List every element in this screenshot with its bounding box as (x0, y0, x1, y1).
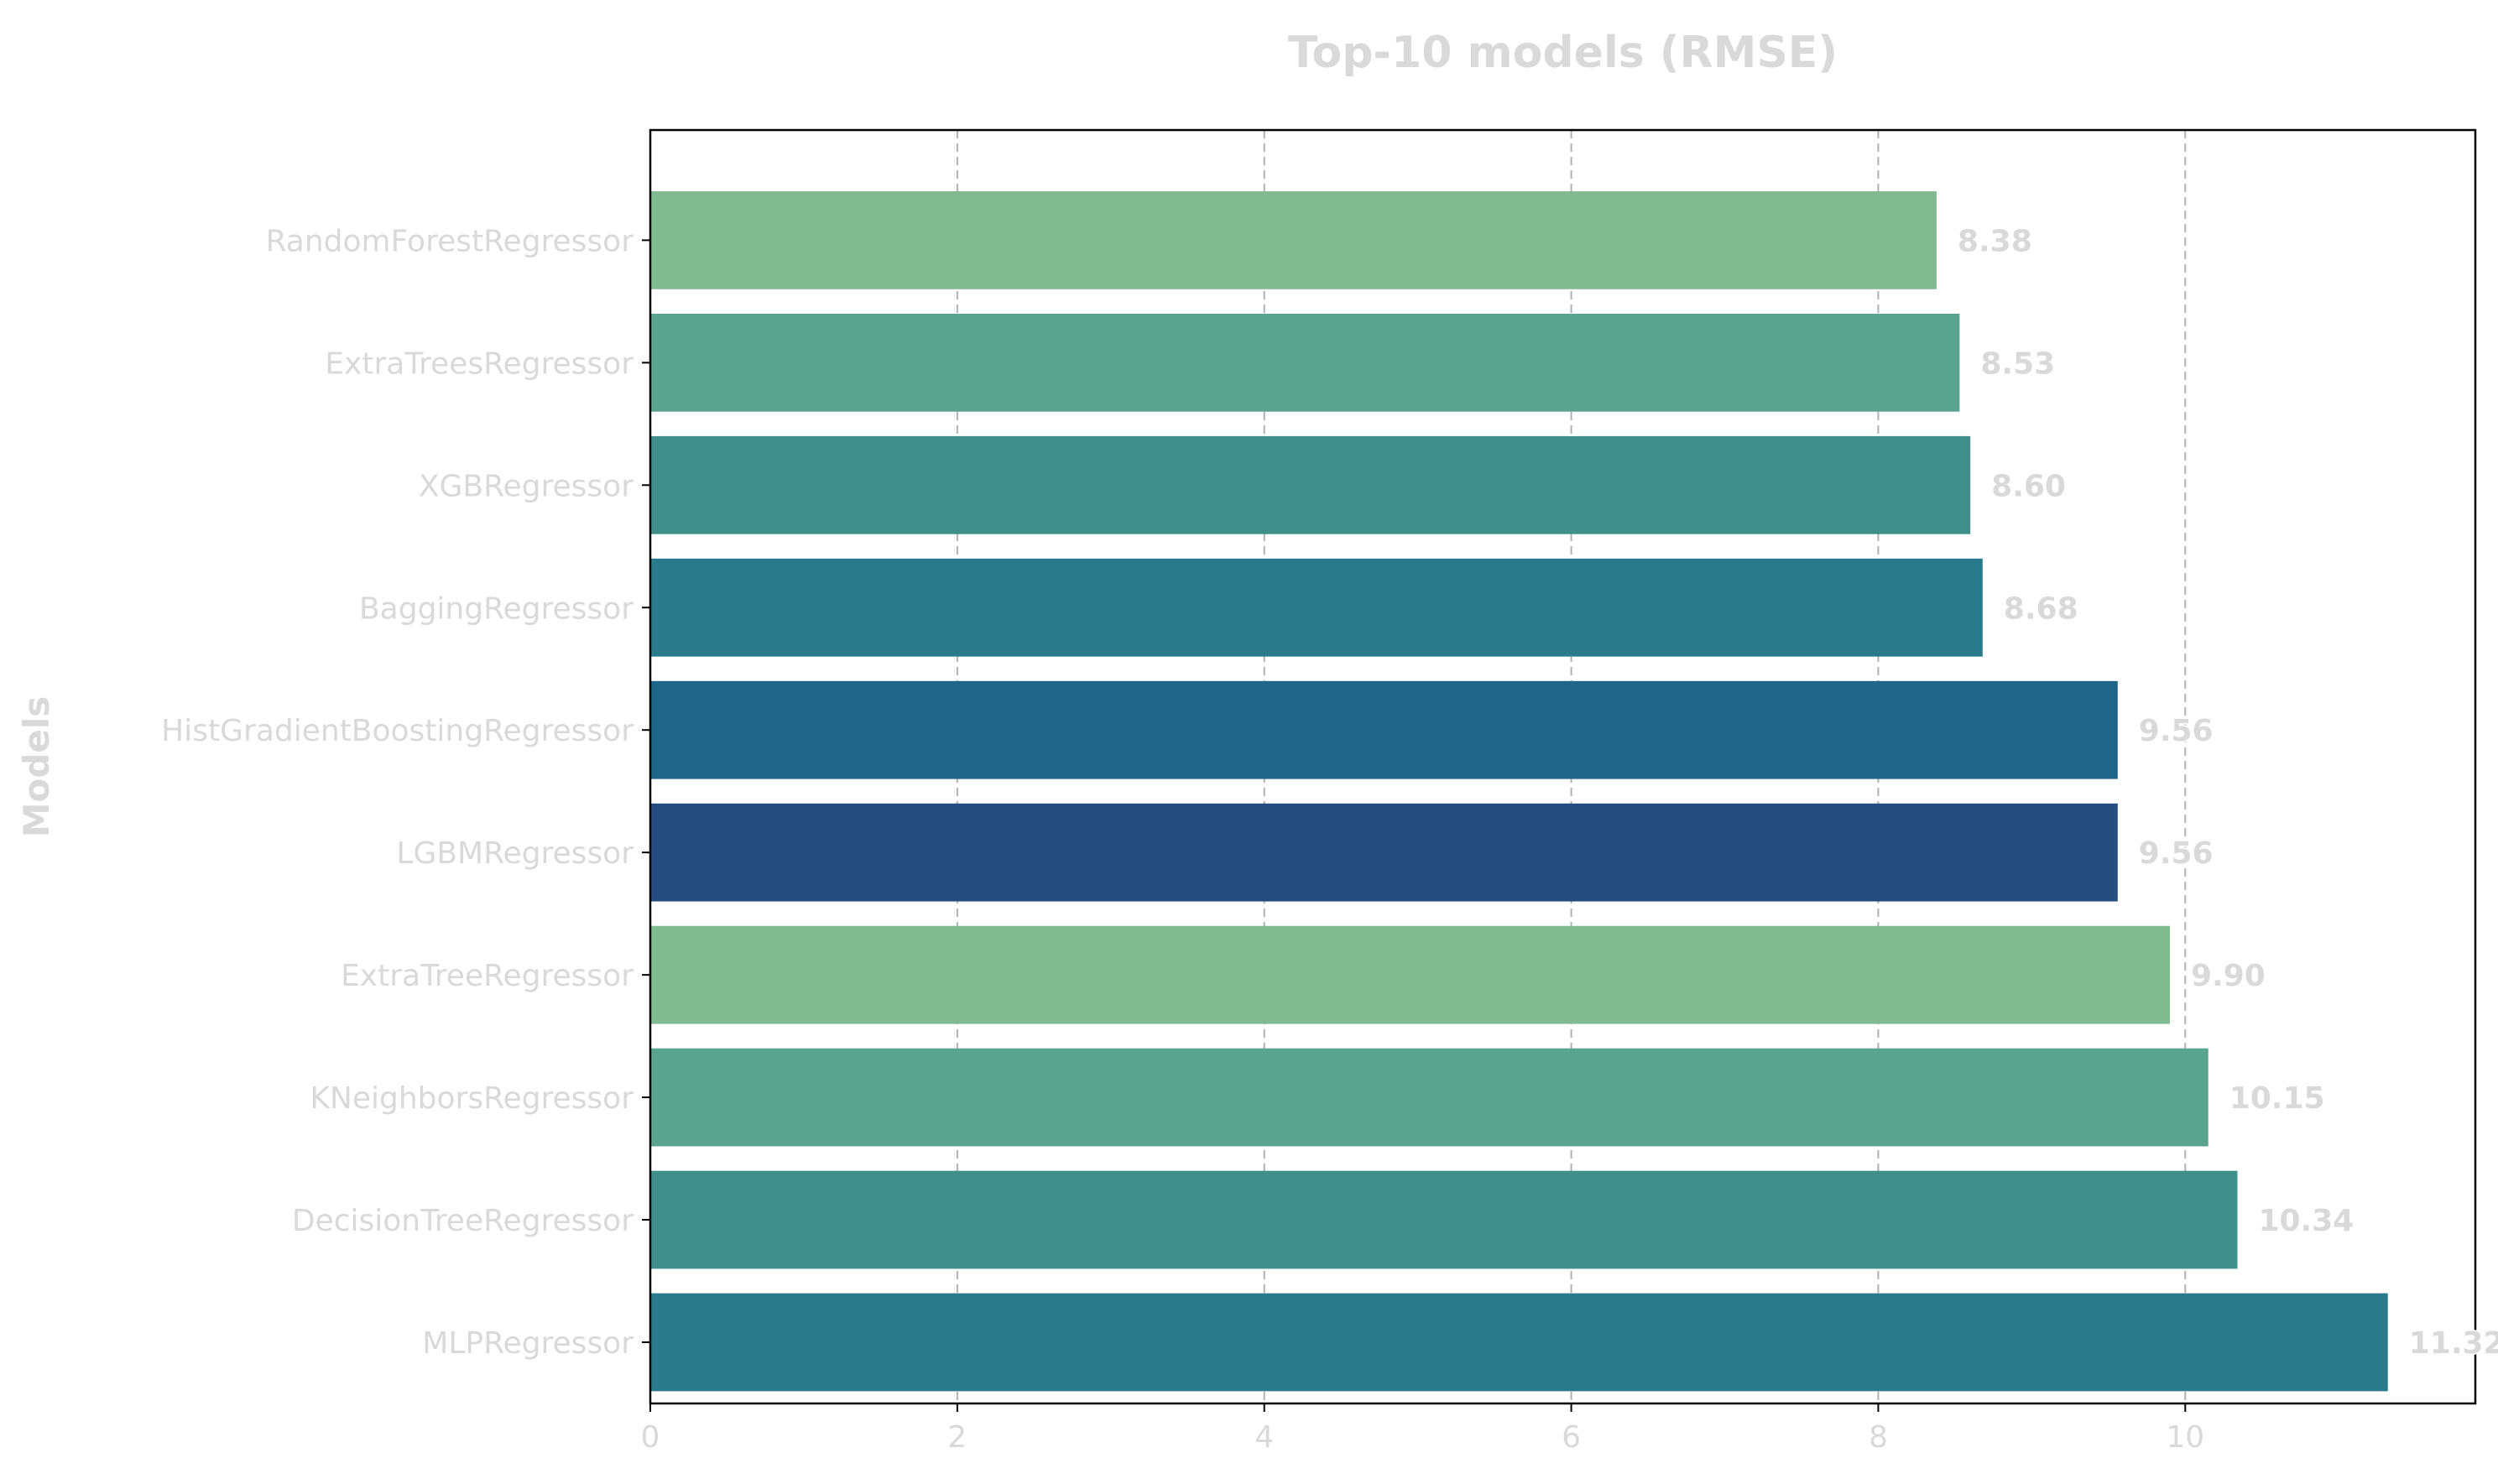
bar (650, 680, 2118, 779)
x-tick-label: 8 (1869, 1420, 1888, 1455)
y-tick-label: LGBMRegressor (396, 836, 634, 871)
bar (650, 925, 2170, 1024)
data-label: 8.68 (2004, 591, 2078, 626)
bar (650, 313, 1960, 412)
data-label: 10.34 (2258, 1204, 2354, 1238)
bar (650, 1293, 2388, 1392)
chart-title: Top-10 models (RMSE) (1288, 28, 1838, 78)
data-label: 9.56 (2139, 714, 2214, 748)
y-tick-label: XGBRegressor (419, 469, 634, 503)
data-label: 9.56 (2139, 836, 2214, 871)
x-tick-label: 10 (2166, 1420, 2204, 1455)
data-label: 8.53 (1980, 346, 2055, 381)
y-tick-label: BaggingRegressor (359, 591, 634, 626)
x-tick-label: 2 (947, 1420, 967, 1455)
y-tick-label: HistGradientBoostingRegressor (161, 714, 634, 748)
bar (650, 190, 1937, 289)
y-axis-label: Models (16, 696, 57, 838)
y-tick-label: ExtraTreeRegressor (341, 959, 634, 993)
data-label: 8.60 (1991, 469, 2066, 503)
bar (650, 1170, 2238, 1269)
bar (650, 558, 1983, 657)
data-label: 11.32 (2409, 1326, 2498, 1361)
x-tick-label: 6 (1562, 1420, 1581, 1455)
x-tick-label: 4 (1254, 1420, 1274, 1455)
y-tick-label: DecisionTreeRegressor (292, 1204, 634, 1238)
plot-frame (649, 128, 2477, 1405)
y-tick-label: KNeighborsRegressor (310, 1081, 634, 1116)
data-label: 9.90 (2191, 959, 2266, 993)
y-tick-label: MLPRegressor (422, 1326, 634, 1361)
y-tick-label: ExtraTreesRegressor (325, 346, 634, 381)
bar (650, 435, 1971, 534)
x-tick-label: 0 (641, 1420, 660, 1455)
bar (650, 1048, 2209, 1147)
data-label: 10.15 (2229, 1081, 2325, 1116)
label-layer: RandomForestRegressor 8.38 ExtraTreesRegre… (160, 223, 2498, 1362)
bar-layer (650, 190, 2388, 1392)
bar (650, 803, 2118, 902)
y-tick-label: RandomForestRegressor (266, 224, 634, 258)
data-label: 8.38 (1958, 224, 2032, 258)
tick-layer: 0 2 4 6 8 10 (639, 239, 2206, 1456)
